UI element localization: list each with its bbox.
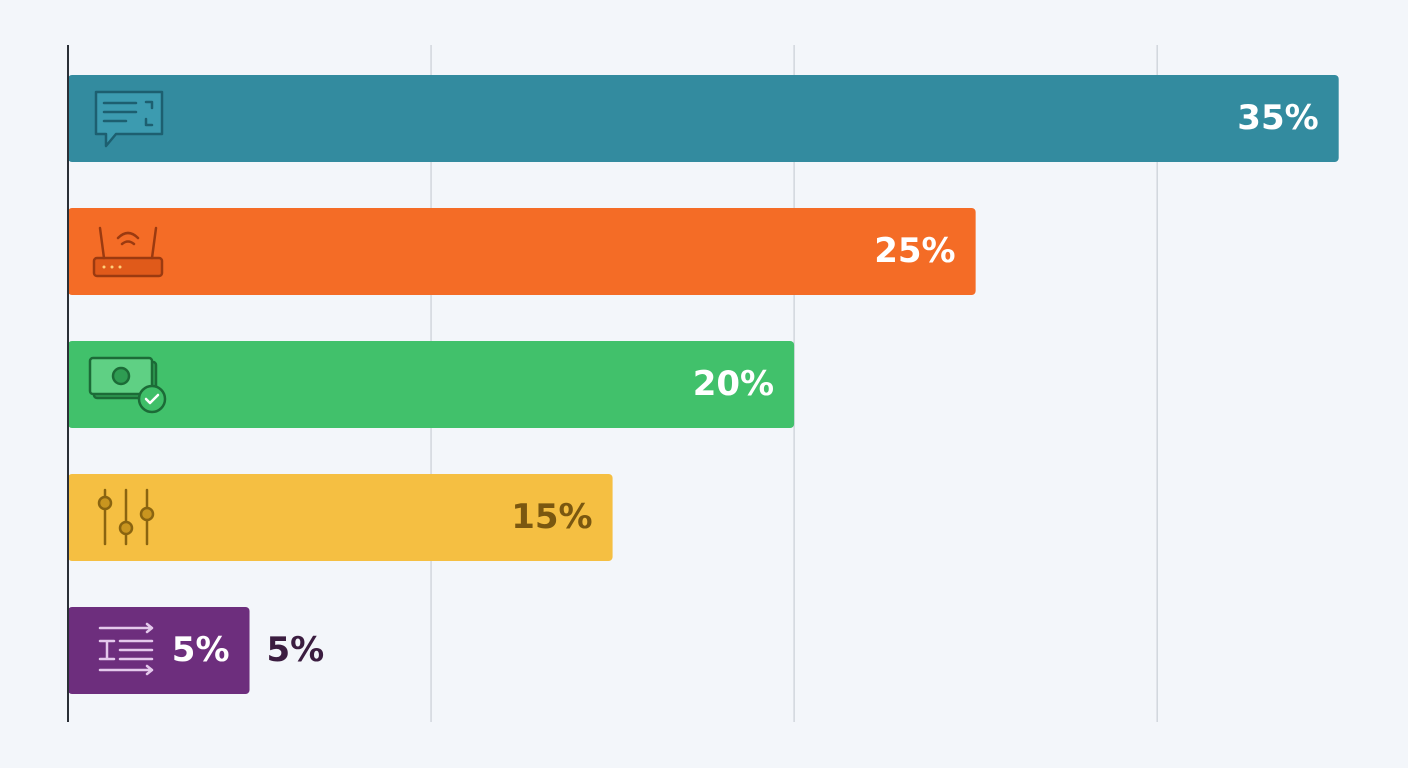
value-label: 20% [693, 364, 774, 404]
sliders-icon [97, 488, 155, 546]
value-label: 35% [1237, 98, 1318, 138]
value-label: 15% [511, 497, 592, 537]
bars: 35% 25% 20% 15% 5% 5% [68, 75, 1339, 694]
bar [68, 208, 976, 295]
bar [68, 474, 613, 561]
text-icon [98, 622, 154, 676]
bar [68, 75, 1339, 162]
icons [88, 90, 167, 676]
value-label: 25% [874, 231, 955, 271]
value-label: 5% [172, 630, 230, 670]
router-icon [92, 226, 164, 278]
bar [68, 341, 795, 428]
value-label-outside: 5% [267, 630, 325, 670]
chat-icon [94, 90, 164, 148]
money-icon [88, 356, 167, 414]
